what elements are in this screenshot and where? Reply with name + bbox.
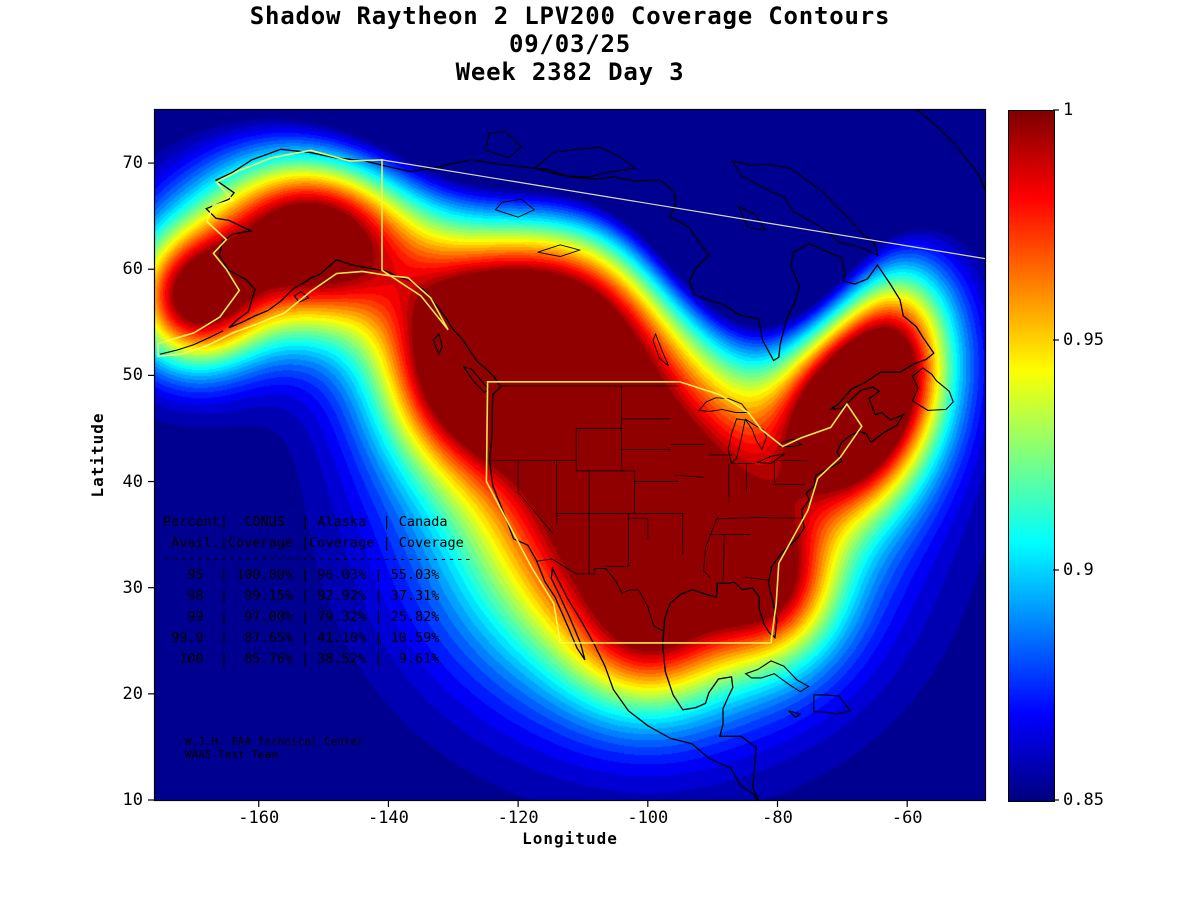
colorbar-gradient: [1008, 110, 1055, 802]
credit-annotation: W.J.H. FAA Technical Center WAAS Test Te…: [185, 735, 364, 761]
x-tick-label: -100: [627, 808, 669, 828]
colorbar-tick-label: 0.85: [1063, 790, 1104, 810]
table-header-line-2: Avail.|Coverage |Coverage | Coverage: [163, 535, 464, 551]
y-tick-label: 50: [122, 365, 143, 386]
x-tick-label: -160: [238, 808, 280, 828]
colorbar-tick-label: 1: [1063, 100, 1074, 120]
y-tick-label: 60: [122, 259, 143, 280]
x-tick-label: -120: [497, 808, 539, 828]
y-tick-label: 30: [122, 577, 143, 598]
y-tick-label: 70: [122, 153, 143, 174]
colorbar-tick-label: 0.9: [1063, 560, 1094, 580]
y-tick-label: 10: [122, 790, 143, 810]
table-row: 99.9 | 87.65% | 41.10% | 10.59%: [163, 630, 440, 646]
title-line-2: 09/03/25: [509, 30, 631, 58]
y-tick-label: 40: [122, 471, 143, 492]
credit-line-2: WAAS Test Team: [185, 748, 278, 761]
y-tick-label: 20: [122, 683, 143, 704]
x-axis-label: Longitude: [522, 829, 618, 848]
y-axis-label: Latitude: [88, 412, 107, 498]
x-tick-label: -80: [762, 808, 793, 828]
table-separator: --------------------------------------: [163, 551, 472, 567]
figure-title-block: Shadow Raytheon 2 LPV200 Coverage Contou…: [155, 2, 985, 86]
title-line-1: Shadow Raytheon 2 LPV200 Coverage Contou…: [249, 2, 891, 30]
table-row: 99 | 97.00% | 79.32% | 25.82%: [163, 609, 440, 625]
x-tick-label: -60: [891, 808, 923, 828]
coverage-contour-map: [155, 110, 985, 800]
credit-line-1: W.J.H. FAA Technical Center: [185, 735, 364, 748]
table-row: 98 | 99.15% | 92.92% | 37.31%: [163, 588, 440, 604]
table-header-line-1: Percent| CONUS | Alaska | Canada: [163, 514, 448, 530]
x-tick-label: -140: [367, 808, 409, 828]
colorbar-tick-label: 0.95: [1063, 330, 1104, 350]
availability-table: Percent| CONUS | Alaska | Canada Avail.|…: [163, 512, 472, 670]
title-line-3: Week 2382 Day 3: [455, 58, 685, 86]
table-row: 100 | 85.76% | 38.52% | 9.61%: [163, 651, 440, 667]
table-row: 95 | 100.00% | 96.03% | 55.03%: [163, 567, 440, 583]
